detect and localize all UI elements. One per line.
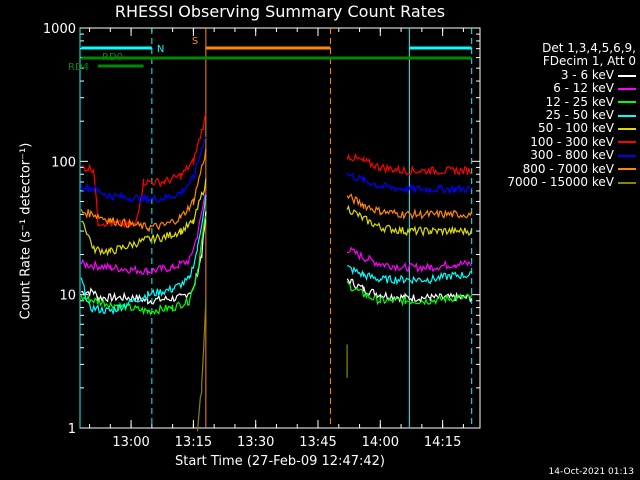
legend-item: 50 - 100 keV [478, 121, 636, 136]
x-tick-label: 14:00 [362, 435, 399, 450]
series-line-4 [81, 178, 207, 257]
legend-header: FDecim 1, Att 0 [542, 54, 636, 69]
legend-swatch [618, 101, 636, 104]
legend-item: 7000 - 15000 keV [478, 174, 636, 189]
legend-label: 300 - 800 keV [530, 148, 614, 163]
legend-label: 100 - 300 keV [530, 134, 614, 149]
legend-item: 12 - 25 keV [478, 94, 636, 109]
series-line-6 [346, 172, 473, 195]
y-tick-label: 10 [59, 289, 76, 304]
legend-item: 25 - 50 keV [478, 107, 636, 122]
legend-item: 800 - 7000 keV [478, 161, 636, 176]
chart-title: RHESSI Observing Summary Count Rates [114, 2, 446, 21]
series-line-2 [80, 215, 207, 316]
legend-swatch [618, 168, 636, 171]
legend-label: 7000 - 15000 keV [507, 174, 614, 189]
legend-header: Det 1,3,4,5,6,9, [542, 41, 636, 55]
legend-swatch [618, 74, 636, 77]
series-line-5 [80, 113, 207, 229]
legend-label: 6 - 12 keV [553, 81, 614, 96]
legend-swatch [618, 87, 636, 90]
series-line-6 [80, 136, 207, 204]
legend-label: 50 - 100 keV [537, 121, 614, 136]
legend-label: 800 - 7000 keV [522, 161, 614, 176]
legend-swatch [618, 181, 636, 184]
series-line-1 [80, 191, 207, 276]
x-tick-label: 13:15 [175, 435, 212, 450]
x-tick-label: 13:45 [299, 435, 336, 450]
flag-label: S [192, 36, 198, 47]
legend-label: 25 - 50 keV [545, 107, 614, 122]
series-line-3 [80, 194, 207, 316]
x-tick-label: 14:15 [424, 435, 461, 450]
legend-swatch [618, 154, 636, 157]
legend-swatch [618, 128, 636, 131]
legend-swatch [618, 114, 636, 117]
legend-item: 3 - 6 keV [478, 67, 636, 82]
series-line-5 [346, 152, 472, 176]
timestamp: 14-Oct-2021 01:13 [548, 467, 634, 477]
flag-label: N [157, 44, 164, 55]
series-line-4 [346, 204, 473, 237]
legend-item: 6 - 12 keV [478, 81, 636, 96]
series-line-2 [346, 280, 473, 307]
x-axis-label: Start Time (27-Feb-09 12:47:42) [175, 454, 385, 469]
series-line-1 [346, 246, 473, 273]
flag-label: RD4 [68, 62, 89, 73]
y-axis-label: Count Rate (s⁻¹ detector⁻¹) [18, 142, 34, 320]
series-line-0 [80, 211, 207, 305]
x-tick-label: 13:00 [112, 435, 149, 450]
y-tick-label: 1 [68, 422, 76, 437]
legend-label: 12 - 25 keV [545, 94, 614, 109]
y-tick-label: 100 [51, 155, 76, 170]
series-line-7 [346, 193, 473, 220]
legend-item: 100 - 300 keV [478, 134, 636, 149]
flag-label: RD0 [102, 52, 123, 63]
x-tick-label: 13:30 [237, 435, 274, 450]
series-line-7 [80, 148, 207, 233]
y-tick-label: 1000 [43, 22, 76, 37]
legend-item: 300 - 800 keV [478, 148, 636, 163]
legend-label: 3 - 6 keV [560, 67, 614, 82]
legend-swatch [618, 141, 636, 144]
series-line-8 [196, 298, 207, 432]
series-line-3 [347, 265, 472, 286]
